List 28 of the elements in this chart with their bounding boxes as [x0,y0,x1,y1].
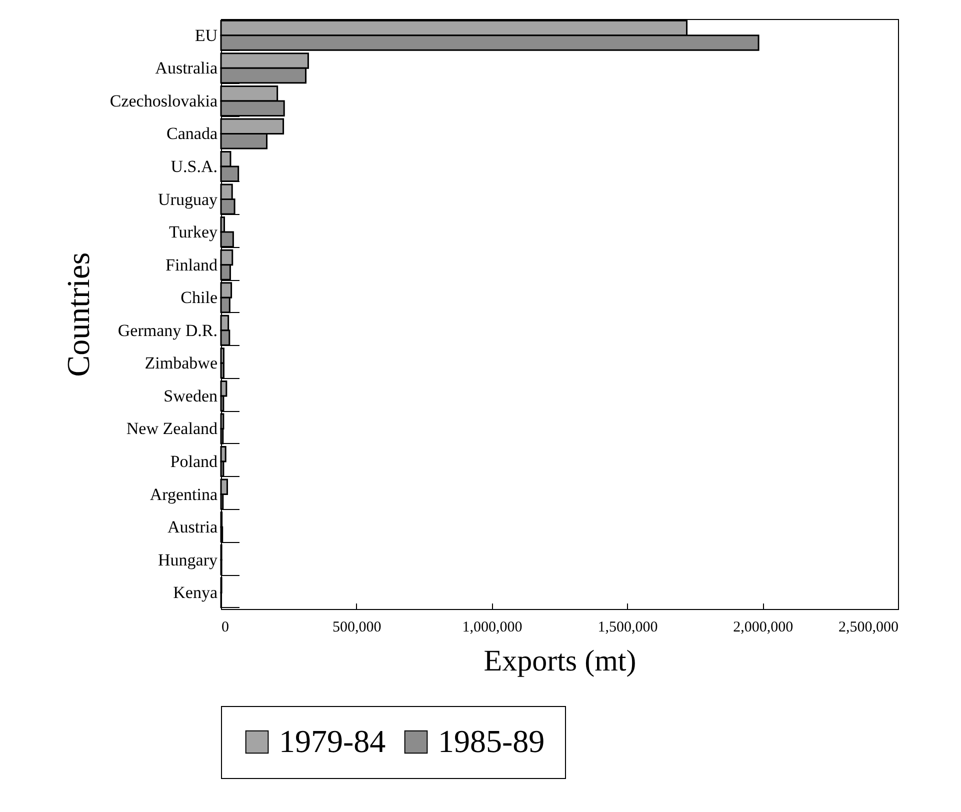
y-tick-label: Czechoslovakia [110,91,218,110]
y-tick-label: Austria [167,518,218,537]
x-tick-label: 2,500,000 [838,620,898,636]
y-tick-label: Argentina [150,484,218,504]
x-tick-label: 1,000,000 [462,620,522,636]
x-tick-label: 2,000,000 [733,620,794,636]
legend-label: 1979-84 [279,723,386,759]
y-tick-label: Germany D.R. [118,320,218,340]
legend-label: 1985-89 [438,723,545,759]
y-tick-label: Chile [180,288,218,308]
y-axis-title: Countries [60,252,96,377]
y-tick-label: Zimbabwe [144,354,218,373]
y-tick-label: Sweden [164,386,218,406]
y-tick-label: EU [194,26,218,45]
y-tick-label: Turkey [169,222,218,242]
x-axis-title: Exports (mt) [484,644,636,678]
y-tick-label: Finland [166,255,218,274]
y-tick-label: New Zealand [126,419,218,438]
y-tick-label: U.S.A. [170,157,218,176]
x-tick-label: 500,000 [332,620,382,636]
y-tick-label: Canada [166,124,218,144]
y-tick-label: Hungary [158,550,218,570]
x-tick-label: 0 [222,620,229,636]
y-tick-label: Uruguay [158,190,218,209]
x-tick-label: 1,500,000 [598,620,658,636]
y-tick-label: Poland [170,452,218,471]
y-tick-label: Australia [155,58,218,78]
y-tick-label: Kenya [173,583,218,602]
